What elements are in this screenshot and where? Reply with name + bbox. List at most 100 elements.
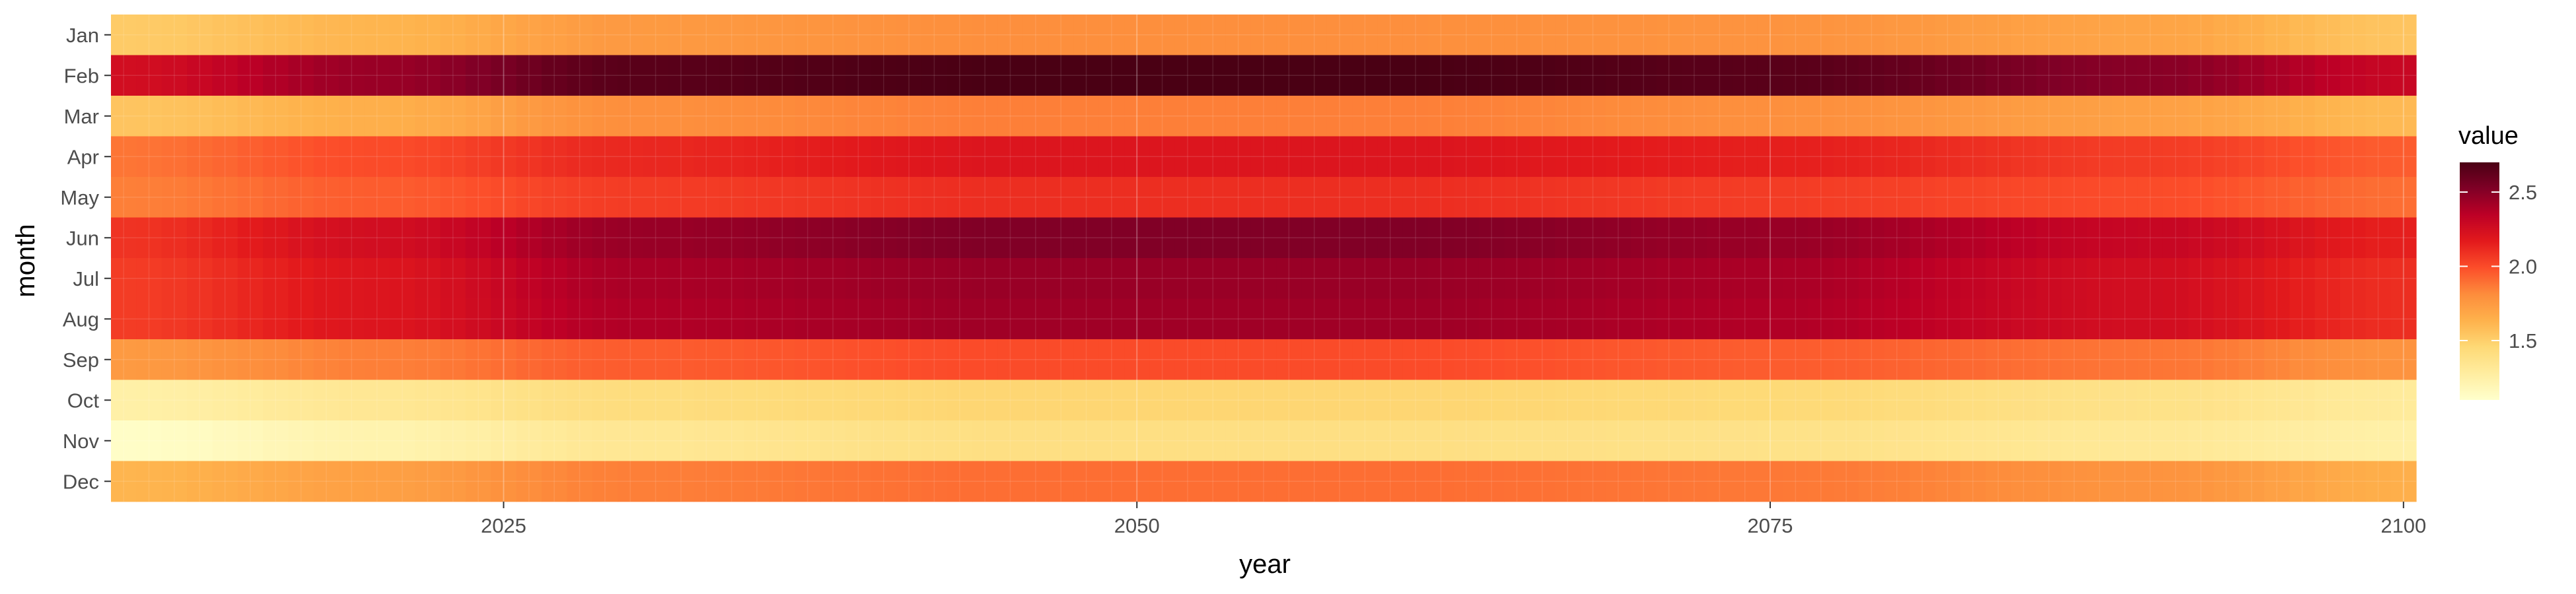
heatmap-cell (1605, 136, 1631, 178)
heatmap-cell (2289, 420, 2316, 461)
heatmap-cell (2390, 217, 2417, 259)
heatmap-cell (744, 136, 770, 178)
heatmap-cell (668, 461, 694, 502)
heatmap-cell (2365, 339, 2392, 380)
heatmap-cell (2036, 96, 2062, 137)
heatmap-cell (694, 258, 720, 299)
heatmap-cell (136, 420, 162, 461)
heatmap-cell (2036, 258, 2062, 299)
heatmap-cell (136, 136, 162, 178)
heatmap-cell (1935, 217, 1961, 259)
heatmap-cell (921, 420, 948, 461)
heatmap-cell (111, 380, 137, 421)
heatmap-cell (313, 96, 340, 137)
heatmap-cell (440, 298, 466, 340)
heatmap-cell (1960, 96, 1986, 137)
heatmap-cell (288, 380, 314, 421)
heatmap-cell (389, 298, 415, 340)
heatmap-cell (820, 15, 846, 55)
heatmap-cell (769, 258, 796, 299)
heatmap-cell (161, 380, 188, 421)
heatmap-cell (161, 461, 188, 502)
heatmap-cell (1453, 339, 1480, 380)
heatmap-cell (313, 258, 340, 299)
heatmap-cell (643, 258, 669, 299)
heatmap-cell (2163, 15, 2189, 55)
heatmap-cell (1073, 217, 1100, 259)
heatmap-cell (1656, 136, 1682, 178)
heatmap-cell (2289, 55, 2316, 96)
heatmap-cell (2390, 55, 2417, 96)
heatmap-cell (1402, 217, 1429, 259)
heatmap-cell (592, 136, 618, 178)
heatmap-cell (820, 461, 846, 502)
heatmap-cell (1656, 298, 1682, 340)
heatmap-cell (1757, 461, 1783, 502)
heatmap-cell (1656, 420, 1682, 461)
heatmap-cell (1555, 380, 1581, 421)
heatmap-cell (1174, 298, 1201, 340)
heatmap-cell (1326, 217, 1353, 259)
heatmap-cell (136, 258, 162, 299)
heatmap-cell (2289, 177, 2316, 218)
heatmap-cell (2188, 15, 2214, 55)
heatmap-cell (1453, 461, 1480, 502)
x-axis-ticks: 2025 2050 2075 2100 (481, 502, 2426, 537)
heatmap-cell (491, 461, 517, 502)
heatmap-cell (1352, 136, 1378, 178)
heatmap-cell (1048, 420, 1074, 461)
heatmap-cell (1529, 258, 1556, 299)
heatmap-cell (1453, 55, 1480, 96)
heatmap-cell (1529, 298, 1556, 340)
heatmap-cell (2213, 258, 2240, 299)
heatmap-cell (567, 258, 593, 299)
heatmap-cell (1225, 217, 1252, 259)
heatmap-cell (1859, 339, 1885, 380)
heatmap-cell (541, 298, 567, 340)
heatmap-cell (440, 15, 466, 55)
heatmap-cell (921, 298, 948, 340)
heatmap-cell (1402, 339, 1429, 380)
heatmap-cell (1352, 15, 1378, 55)
heatmap-cell (2087, 298, 2113, 340)
heatmap-cell (1783, 339, 1809, 380)
heatmap-cell (1149, 177, 1176, 218)
heatmap-cell (2238, 258, 2265, 299)
heatmap-cell (1352, 380, 1378, 421)
heatmap-cell (1124, 217, 1151, 259)
legend-tick-label: 1.5 (2509, 329, 2537, 352)
heatmap-cell (212, 339, 238, 380)
heatmap-cell (2390, 380, 2417, 421)
heatmap-cell (2314, 55, 2341, 96)
heatmap-cell (1377, 339, 1404, 380)
heatmap-cell (491, 96, 517, 137)
heatmap-cell (1402, 380, 1429, 421)
heatmap-cell (263, 15, 289, 55)
heatmap-cell (719, 217, 745, 259)
x-tick-label: 2100 (2380, 514, 2426, 537)
heatmap-cell (1529, 15, 1556, 55)
heatmap-cell (1732, 55, 1758, 96)
heatmap-cell (567, 339, 593, 380)
heatmap-cell (161, 339, 188, 380)
heatmap-cell (1681, 15, 1707, 55)
heatmap-cell (1580, 420, 1606, 461)
heatmap-cell (997, 461, 1024, 502)
heatmap-cell (415, 136, 441, 178)
heatmap-cell (744, 380, 770, 421)
heatmap-cells (111, 15, 2417, 502)
heatmap-cell (1276, 461, 1303, 502)
heatmap-cell (1986, 339, 2011, 380)
heatmap-cell (237, 136, 264, 178)
heatmap-cell (1681, 420, 1707, 461)
heatmap-cell (871, 380, 897, 421)
heatmap-cell (465, 380, 491, 421)
legend-tick-label: 2.5 (2509, 181, 2537, 204)
heatmap-cell (2137, 339, 2164, 380)
heatmap-cell (263, 339, 289, 380)
heatmap-cell (212, 217, 238, 259)
heatmap-cell (2289, 461, 2316, 502)
heatmap-cell (1276, 217, 1303, 259)
heatmap-cell (1656, 217, 1682, 259)
heatmap-cell (1352, 96, 1378, 137)
